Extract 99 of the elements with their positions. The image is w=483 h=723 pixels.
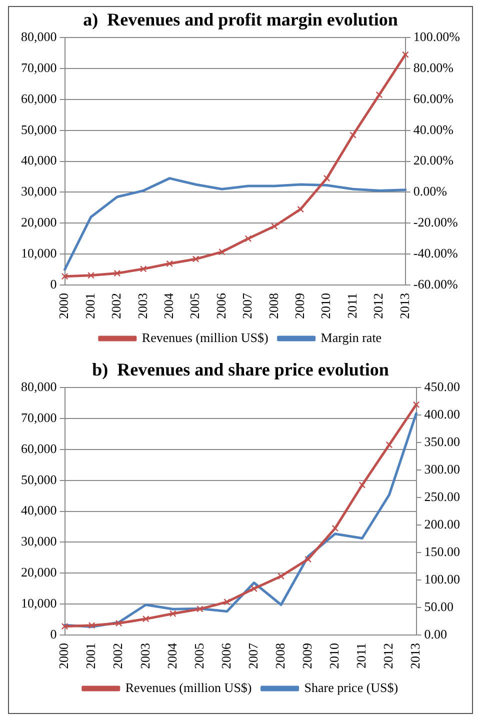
point [115, 620, 122, 627]
point [140, 265, 147, 272]
point [142, 615, 150, 622]
x-tick-label: 2010 [318, 293, 334, 319]
point [244, 235, 252, 242]
y-tick-label: 60,000 [21, 440, 57, 456]
y-tick-label: 80,000 [21, 29, 57, 44]
chart-title: b) Revenues and share price evolution [92, 359, 389, 380]
x-tick-label: 2009 [300, 643, 315, 669]
x-tick-label: 2013 [408, 643, 423, 669]
point [224, 598, 230, 606]
x-tick-label: 2004 [164, 642, 180, 669]
y-tick-label: 30,000 [21, 534, 57, 549]
x-tick-label: 2003 [134, 293, 150, 319]
chart-title: a) Revenues and profit margin evolution [83, 9, 398, 30]
y2-tick-label: 250.00 [424, 488, 460, 504]
legend-label: Share price (US$) [304, 680, 398, 695]
x-tick-label: 2001 [82, 293, 98, 319]
x-tick-label: 2008 [272, 643, 288, 669]
x-tick-label: 2009 [292, 293, 308, 319]
x-tick-label: 2012 [380, 643, 396, 669]
point [332, 524, 339, 532]
point [304, 556, 312, 563]
y2-tick-label: 450.00 [424, 379, 460, 394]
x-tick-label: 2006 [218, 642, 234, 669]
x-tick-label: 2005 [191, 643, 206, 669]
point [169, 610, 176, 618]
y-tick-label: 50,000 [21, 472, 57, 487]
x-tick-label: 2013 [396, 293, 412, 319]
x-tick-label: 2007 [240, 292, 255, 319]
x-tick-label: 2002 [110, 643, 126, 669]
point [350, 132, 356, 138]
point [166, 260, 173, 268]
y-tick-label: 80,000 [21, 379, 57, 394]
y2-tick-label: 150.00 [424, 544, 460, 559]
point [358, 482, 366, 488]
x-tick-label: 2000 [56, 293, 72, 319]
legend-label: Revenues (million US$) [125, 680, 252, 695]
point [88, 272, 94, 279]
y-tick-label: 20,000 [21, 214, 57, 230]
point [250, 585, 258, 592]
legend-label: Margin rate [320, 330, 382, 345]
point [386, 441, 393, 448]
y-tick-label: 70,000 [21, 60, 57, 75]
y2-tick-label: 300.00 [424, 461, 460, 476]
point [278, 572, 284, 580]
x-tick-label: 2011 [344, 293, 360, 319]
y2-tick-label: 0.00% [413, 184, 448, 199]
y-tick-label: 10,000 [21, 245, 57, 260]
x-tick-label: 2006 [213, 292, 228, 319]
y2-tick-label: -20.00% [413, 214, 458, 230]
y-tick-label: 70,000 [21, 410, 57, 425]
legend-label: Revenues (million US$) [142, 330, 268, 345]
point [402, 51, 409, 58]
y-tick-label: 50,000 [21, 122, 57, 137]
point [61, 272, 68, 280]
x-tick-label: 2002 [108, 293, 124, 319]
y2-tick-label: 0.00 [424, 626, 447, 642]
y2-tick-label: -60.00% [413, 276, 458, 292]
y2-tick-label: 60.00% [413, 90, 454, 106]
x-tick-label: 2008 [266, 293, 281, 319]
y-tick-label: 0 [50, 276, 57, 292]
point [114, 270, 121, 277]
point [376, 91, 383, 98]
x-tick-label: 2005 [187, 293, 202, 319]
y-tick-label: 0 [50, 626, 57, 642]
y2-tick-label: 80.00% [413, 60, 454, 75]
x-tick-label: 2004 [160, 292, 176, 319]
x-tick-label: 2001 [83, 643, 98, 669]
point [323, 174, 330, 182]
x-tick-label: 2012 [370, 293, 386, 319]
y-tick-label: 20,000 [21, 564, 57, 580]
y2-tick-label: 40.00% [413, 122, 454, 137]
x-tick-label: 2010 [326, 643, 342, 669]
y2-tick-label: 100.00 [424, 571, 460, 586]
point [88, 622, 96, 629]
x-tick-label: 2007 [245, 642, 260, 669]
y2-tick-label: 100.00% [413, 29, 460, 44]
x-tick-label: 2011 [354, 643, 369, 669]
point [61, 622, 68, 630]
point [196, 606, 204, 612]
x-tick-label: 2003 [137, 643, 152, 669]
y2-tick-label: 20.00% [413, 152, 454, 168]
point [412, 401, 420, 408]
point [270, 222, 278, 230]
y2-tick-label: 400.00 [424, 406, 460, 422]
y-tick-label: 40,000 [21, 502, 57, 518]
y-tick-label: 30,000 [21, 184, 57, 199]
y2-tick-label: 200.00 [424, 516, 460, 532]
point [218, 248, 226, 256]
y2-tick-label: -40.00% [413, 245, 458, 260]
point [297, 206, 304, 213]
y-tick-label: 60,000 [21, 90, 57, 106]
x-tick-label: 2000 [56, 643, 72, 669]
y2-tick-label: 50.00 [424, 598, 454, 614]
point [192, 256, 200, 262]
y2-tick-label: 350.00 [424, 434, 460, 449]
y-tick-label: 10,000 [21, 595, 57, 610]
y-tick-label: 40,000 [21, 152, 57, 168]
